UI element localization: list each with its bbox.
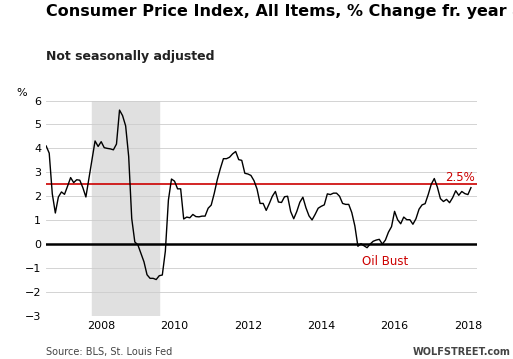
Text: %: % <box>16 88 27 98</box>
Text: Oil Bust: Oil Bust <box>362 255 408 268</box>
Bar <box>92 101 159 316</box>
Text: Consumer Price Index, All Items, % Change fr. year ago: Consumer Price Index, All Items, % Chang… <box>46 4 513 19</box>
Text: 2.5%: 2.5% <box>445 171 475 184</box>
Text: Source: BLS, St. Louis Fed: Source: BLS, St. Louis Fed <box>46 347 172 357</box>
Text: Not seasonally adjusted: Not seasonally adjusted <box>46 50 214 63</box>
Text: WOLFSTREET.com: WOLFSTREET.com <box>412 347 510 357</box>
